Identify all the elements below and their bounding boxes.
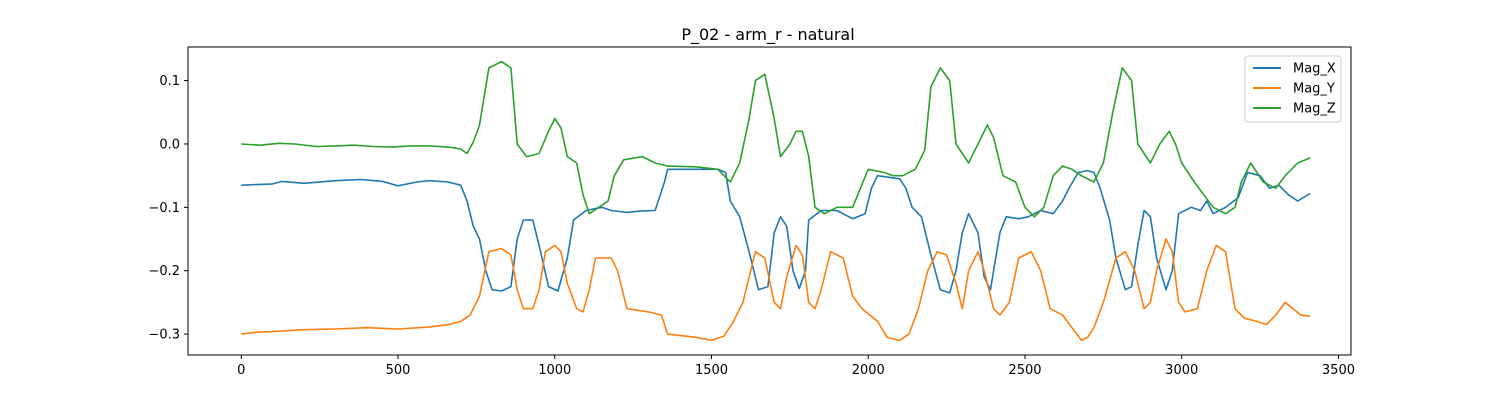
y-tick-label: −0.2 bbox=[148, 264, 180, 279]
x-tick-label: 1500 bbox=[695, 363, 728, 378]
legend-label-mag-y: Mag_Y bbox=[1293, 82, 1335, 97]
y-tick-label: 0.0 bbox=[159, 137, 180, 152]
y-tick-label: −0.1 bbox=[148, 201, 180, 216]
legend: Mag_X Mag_Y Mag_Z bbox=[1244, 55, 1342, 123]
x-tick-label: 0 bbox=[237, 363, 245, 378]
x-tick-label: 2500 bbox=[1008, 363, 1041, 378]
x-axis: 0 500 1000 1500 2000 2500 3000 3500 bbox=[237, 355, 1355, 378]
legend-label-mag-z: Mag_Z bbox=[1293, 102, 1336, 117]
chart-title: P_02 - arm_r - natural bbox=[681, 25, 854, 45]
series-line-mag-x bbox=[241, 168, 1311, 294]
plot-area bbox=[187, 46, 1352, 356]
legend-box bbox=[1244, 55, 1342, 123]
x-tick-label: 3500 bbox=[1322, 363, 1355, 378]
series-line-mag-y bbox=[241, 238, 1311, 342]
series-layer bbox=[241, 60, 1311, 342]
y-tick-label: −0.3 bbox=[148, 328, 180, 343]
x-tick-label: 3000 bbox=[1165, 363, 1198, 378]
y-axis: 0.1 0.0 −0.1 −0.2 −0.3 bbox=[148, 74, 188, 343]
plot-frame bbox=[187, 46, 1352, 356]
y-tick-label: 0.1 bbox=[159, 74, 180, 89]
x-tick-label: 2000 bbox=[852, 363, 885, 378]
legend-label-mag-x: Mag_X bbox=[1293, 62, 1336, 77]
x-tick-label: 1000 bbox=[538, 363, 571, 378]
x-tick-label: 500 bbox=[386, 363, 411, 378]
series-line-mag-z bbox=[241, 60, 1311, 218]
